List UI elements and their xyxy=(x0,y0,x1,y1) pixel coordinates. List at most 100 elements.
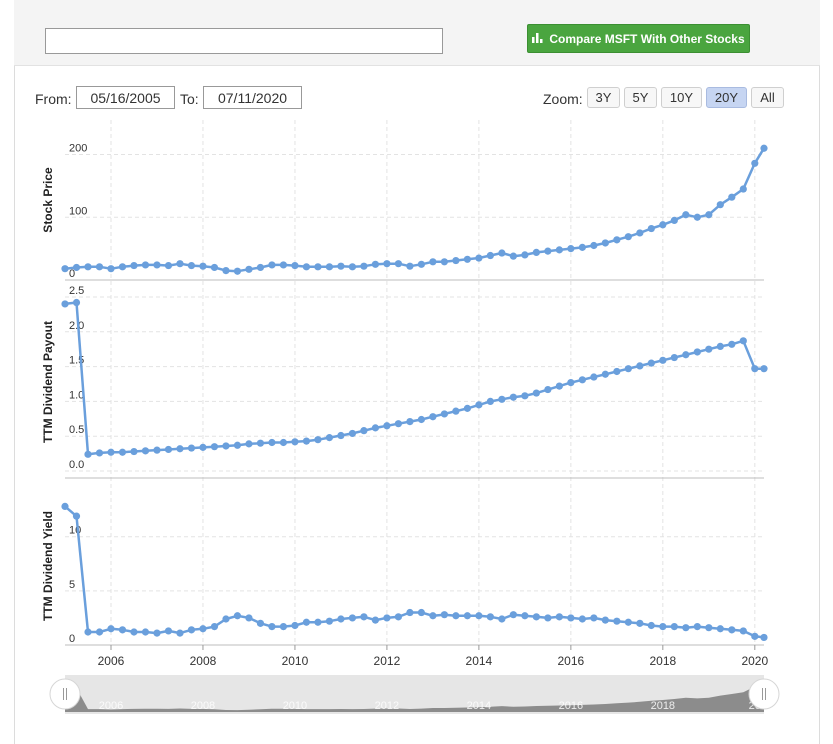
x-tick-label: 2016 xyxy=(558,654,585,668)
data-point xyxy=(325,617,334,625)
data-point xyxy=(95,263,104,271)
navigator-right-handle[interactable] xyxy=(748,678,780,710)
data-point xyxy=(383,614,391,622)
x-tick-label: 2018 xyxy=(649,654,676,668)
data-point xyxy=(210,443,219,451)
data-point xyxy=(153,446,161,454)
x-tick-label: 2012 xyxy=(374,654,401,668)
x-tick-label: 2014 xyxy=(466,654,493,668)
navigator-tick-label: 2018 xyxy=(651,700,675,712)
data-point xyxy=(107,448,115,456)
data-point xyxy=(521,392,529,400)
data-point xyxy=(544,385,552,394)
data-point xyxy=(337,262,345,270)
from-date-input[interactable]: 05/16/2005 xyxy=(76,86,175,109)
x-tick-label: 2008 xyxy=(190,654,217,668)
navigator-tick-label: 2012 xyxy=(375,700,399,712)
from-label: From: xyxy=(35,91,72,107)
data-point xyxy=(659,221,667,229)
zoom-3y-button[interactable]: 3Y xyxy=(587,87,620,108)
data-point xyxy=(429,258,437,266)
data-point xyxy=(670,216,678,224)
data-point xyxy=(659,356,667,364)
data-point xyxy=(256,619,265,627)
zoom-20y-button[interactable]: 20Y xyxy=(706,87,747,108)
zoom-10y-button[interactable]: 10Y xyxy=(661,87,702,108)
search-input[interactable] xyxy=(45,28,443,54)
data-point xyxy=(670,622,678,631)
data-point xyxy=(498,249,506,257)
data-point xyxy=(222,266,230,275)
to-label: To: xyxy=(180,91,199,107)
data-point xyxy=(760,633,768,642)
data-point xyxy=(84,628,92,636)
data-point xyxy=(61,300,69,308)
data-point xyxy=(199,262,207,270)
y-tick-label: 0 xyxy=(69,633,75,645)
y-tick-label: 100 xyxy=(69,205,87,217)
data-point xyxy=(256,263,265,272)
data-point xyxy=(716,342,724,350)
data-point xyxy=(486,613,494,621)
data-point xyxy=(406,262,414,270)
data-point xyxy=(682,351,690,359)
zoom-all-button[interactable]: All xyxy=(751,87,784,108)
to-date-input[interactable]: 07/11/2020 xyxy=(203,86,302,109)
data-point xyxy=(107,625,115,633)
data-point xyxy=(498,615,506,623)
data-point xyxy=(463,404,471,412)
data-point xyxy=(394,420,403,428)
data-point xyxy=(72,263,81,272)
data-point xyxy=(314,618,322,626)
data-point xyxy=(509,393,517,401)
navigator-tick-label: 2008 xyxy=(191,700,215,712)
data-point xyxy=(705,211,713,219)
data-point xyxy=(406,608,414,617)
data-point xyxy=(256,439,265,447)
data-point xyxy=(302,263,311,271)
compare-stocks-label: Compare MSFT With Other Stocks xyxy=(549,31,745,46)
data-point xyxy=(682,211,690,219)
data-point xyxy=(118,448,127,456)
data-point xyxy=(636,229,644,237)
data-point xyxy=(532,613,540,621)
data-point xyxy=(84,263,92,271)
navigator-left-handle[interactable] xyxy=(49,678,81,710)
data-point xyxy=(406,418,414,426)
data-point xyxy=(199,625,207,633)
data-point xyxy=(130,447,138,456)
bar-chart-icon xyxy=(532,32,543,46)
data-point xyxy=(187,261,196,270)
data-point xyxy=(348,263,357,271)
data-point xyxy=(268,438,276,447)
data-point xyxy=(371,260,380,268)
data-point xyxy=(716,625,724,633)
data-point xyxy=(751,365,759,373)
data-point xyxy=(291,438,299,446)
compare-stocks-button[interactable]: Compare MSFT With Other Stocks xyxy=(527,24,750,53)
data-point xyxy=(521,612,529,620)
y-tick-label: 0.5 xyxy=(69,424,84,436)
zoom-label: Zoom: xyxy=(543,91,583,107)
data-point xyxy=(268,622,276,631)
x-tick-label: 2006 xyxy=(98,654,125,668)
data-point xyxy=(164,627,173,635)
data-point xyxy=(486,251,494,260)
data-point xyxy=(417,260,425,268)
data-point xyxy=(222,615,230,623)
data-point xyxy=(475,401,483,409)
data-point xyxy=(555,382,563,390)
data-point xyxy=(578,615,586,623)
data-point xyxy=(141,261,150,269)
data-point xyxy=(337,431,345,440)
zoom-5y-button[interactable]: 5Y xyxy=(624,87,657,108)
data-point xyxy=(371,424,380,432)
data-point xyxy=(130,261,138,270)
data-point xyxy=(417,415,425,424)
data-point xyxy=(567,379,575,387)
data-point xyxy=(394,260,403,268)
data-point xyxy=(279,622,288,631)
data-point xyxy=(475,612,483,620)
data-point xyxy=(394,613,403,621)
